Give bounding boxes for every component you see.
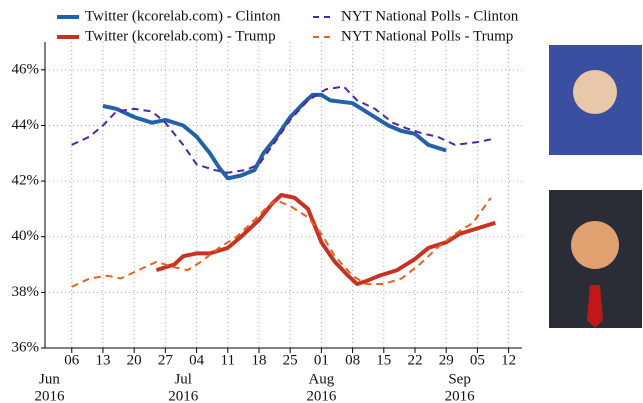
- year-label: 2016: [168, 388, 199, 403]
- year-label: 2016: [34, 388, 65, 403]
- x-tick-label: 05: [470, 352, 485, 368]
- y-tick-label: 44%: [12, 117, 40, 133]
- legend-label: NYT National Polls - Trump: [341, 28, 513, 44]
- x-tick-label: 22: [408, 352, 423, 368]
- x-tick-label: 27: [158, 352, 174, 368]
- x-tick-label: 29: [439, 352, 454, 368]
- x-tick-label: 25: [283, 352, 298, 368]
- legend-label: Twitter (kcorelab.com) - Trump: [85, 28, 276, 44]
- y-tick-label: 46%: [12, 61, 40, 77]
- month-label: Aug: [308, 371, 334, 387]
- x-tick-label: 13: [95, 352, 110, 368]
- year-label: 2016: [306, 388, 337, 403]
- x-tick-label: 04: [189, 352, 205, 368]
- y-tick-label: 40%: [12, 228, 40, 244]
- y-tick-label: 42%: [12, 173, 40, 189]
- x-tick-label: 01: [314, 352, 329, 368]
- trump-photo-face: [571, 221, 619, 269]
- legend-label: Twitter (kcorelab.com) - Clinton: [85, 8, 281, 24]
- x-tick-label: 15: [376, 352, 391, 368]
- year-label: 2016: [445, 388, 476, 403]
- x-tick-label: 12: [501, 352, 516, 368]
- month-label: Jun: [39, 371, 60, 387]
- clinton-photo-face: [573, 70, 617, 114]
- y-tick-label: 38%: [12, 284, 40, 300]
- month-label: Jul: [174, 371, 192, 387]
- x-tick-label: 08: [345, 352, 360, 368]
- month-label: Sep: [448, 371, 471, 387]
- x-tick-label: 20: [127, 352, 142, 368]
- series-line: [103, 95, 446, 178]
- chart: 36% 38% 40% 42% 44% 46% 06 13 20 27 04 11 18 25 01 08 15…: [0, 0, 643, 403]
- x-tick-label: 18: [251, 352, 266, 368]
- legend-label: NYT National Polls - Clinton: [341, 8, 519, 24]
- x-tick-label: 06: [64, 352, 80, 368]
- y-tick-label: 36%: [12, 339, 40, 355]
- x-tick-label: 11: [221, 352, 235, 368]
